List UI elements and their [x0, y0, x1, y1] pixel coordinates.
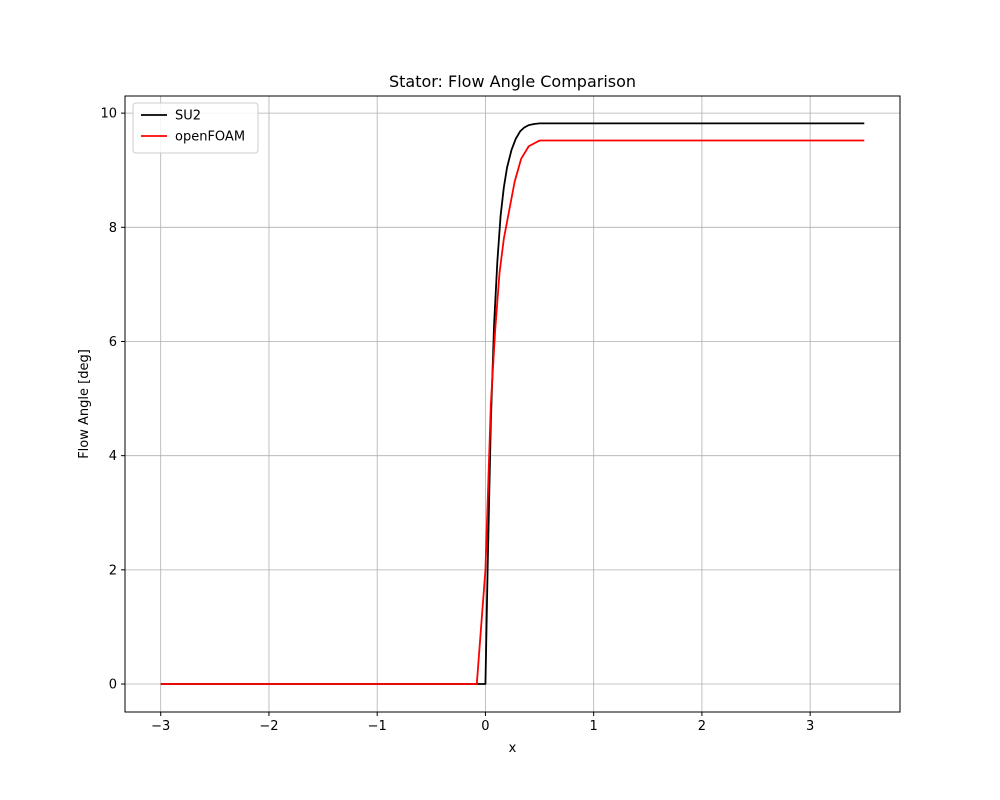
y-tick-label: 2	[109, 563, 117, 578]
x-tick-label: 0	[481, 719, 489, 734]
y-tick-label: 0	[109, 678, 117, 693]
axis-ticks: −3 −2 −1 0 1 2 3 0 2 4 6 8 10	[100, 107, 814, 734]
legend-label: SU2	[175, 109, 201, 124]
legend-label: openFOAM	[175, 130, 245, 145]
x-tick-label: −3	[151, 719, 170, 734]
series-line-openfoam	[160, 139, 865, 685]
series-line-su2	[160, 122, 865, 685]
plot-frame	[124, 95, 901, 713]
x-tick-label: 2	[698, 719, 706, 734]
x-axis-label: x	[509, 741, 517, 756]
legend: SU2 openFOAM	[132, 102, 259, 154]
x-tick-label: 3	[806, 719, 814, 734]
y-tick-label: 10	[100, 107, 117, 122]
y-tick-label: 6	[109, 335, 117, 350]
x-tick-label: −2	[259, 719, 278, 734]
x-tick-label: −1	[368, 719, 387, 734]
y-tick-label: 8	[109, 221, 117, 236]
chart-title: Stator: Flow Angle Comparison	[389, 72, 636, 91]
y-tick-label: 4	[109, 449, 117, 464]
y-axis-label: Flow Angle [deg]	[77, 349, 92, 459]
series-lines	[160, 122, 865, 685]
x-tick-label: 1	[590, 719, 598, 734]
